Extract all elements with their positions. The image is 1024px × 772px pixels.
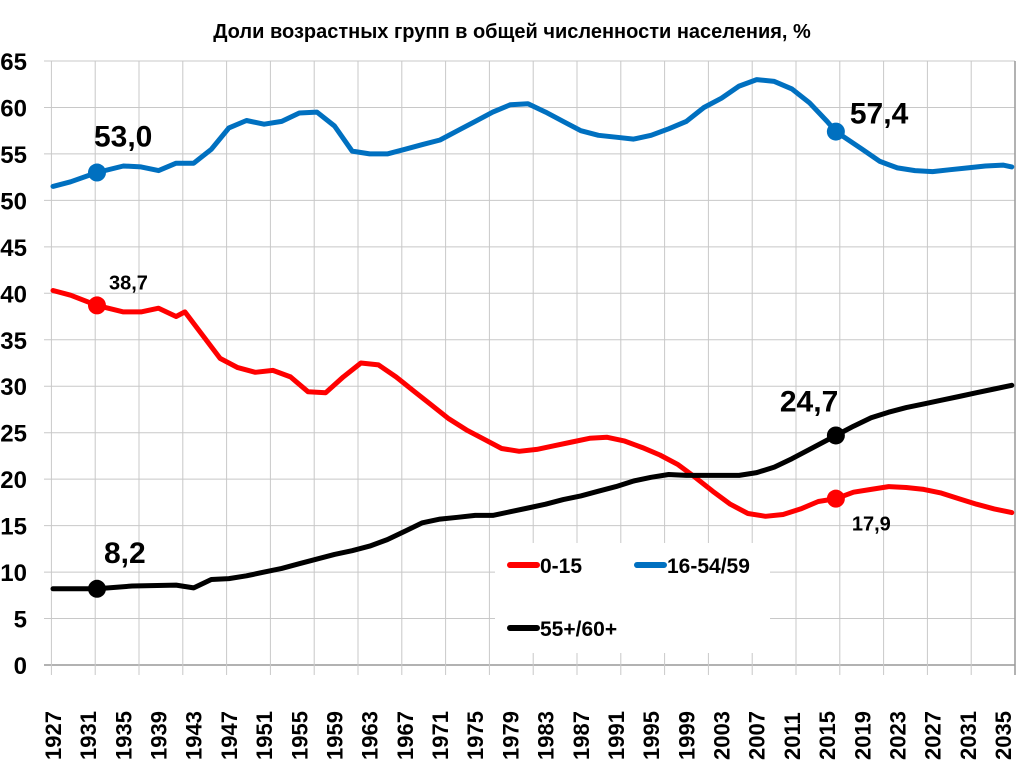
x-tick-label: 1967 bbox=[393, 711, 418, 760]
x-tick-label: 1939 bbox=[147, 711, 172, 760]
x-tick-label: 1991 bbox=[604, 711, 629, 760]
highlight-marker bbox=[827, 123, 845, 141]
y-tick-label: 40 bbox=[0, 281, 27, 308]
x-tick-label: 1995 bbox=[639, 711, 664, 760]
series-group: 38,7 17,9 53,0 57,4 8,2 24,7 bbox=[53, 79, 1012, 597]
series-line-0 bbox=[53, 291, 1012, 517]
x-tick-label: 2019 bbox=[850, 711, 875, 760]
y-tick-label: 20 bbox=[0, 467, 27, 494]
x-tick-label: 2031 bbox=[956, 711, 981, 760]
x-tick-label: 1959 bbox=[322, 711, 347, 760]
x-tick-label: 1935 bbox=[111, 711, 136, 760]
y-tick-label: 60 bbox=[0, 95, 27, 122]
y-tick-label: 55 bbox=[0, 142, 27, 169]
x-tick-label: 1943 bbox=[182, 711, 207, 760]
x-tick-label: 1987 bbox=[569, 711, 594, 760]
highlight-marker bbox=[88, 296, 106, 314]
data-label: 17,9 bbox=[852, 514, 891, 536]
y-tick-label: 15 bbox=[0, 514, 27, 541]
y-tick-label: 10 bbox=[0, 560, 27, 587]
y-tick-label: 50 bbox=[0, 188, 27, 215]
data-label: 53,0 bbox=[94, 121, 152, 154]
legend-label-1: 16-54/59 bbox=[667, 555, 750, 578]
chart-title: Доли возрастных групп в общей численност… bbox=[213, 21, 811, 43]
x-tick-label: 2015 bbox=[815, 711, 840, 760]
x-tick-label: 1951 bbox=[252, 711, 277, 760]
highlight-marker bbox=[827, 490, 845, 508]
y-tick-label: 35 bbox=[0, 328, 27, 355]
data-label: 57,4 bbox=[850, 98, 909, 131]
y-tick-label: 0 bbox=[14, 653, 27, 680]
y-tick-label: 45 bbox=[0, 235, 27, 262]
data-label: 24,7 bbox=[780, 385, 838, 418]
y-axis: 0 5 10 15 20 25 30 35 40 45 50 55 60 65 bbox=[0, 49, 27, 680]
x-tick-label: 2003 bbox=[710, 711, 735, 760]
x-tick-label: 2011 bbox=[780, 712, 805, 760]
x-tick-label: 2027 bbox=[921, 711, 946, 760]
highlight-marker bbox=[88, 580, 106, 598]
x-tick-label: 1955 bbox=[287, 711, 312, 760]
x-tick-label: 1979 bbox=[498, 711, 523, 760]
highlight-marker bbox=[88, 164, 106, 182]
x-tick-label: 1983 bbox=[534, 711, 559, 760]
x-tick-label: 1931 bbox=[76, 711, 101, 760]
y-tick-label: 65 bbox=[0, 49, 27, 76]
x-tick-label: 1947 bbox=[217, 711, 242, 760]
data-label: 8,2 bbox=[104, 537, 146, 570]
y-tick-label: 30 bbox=[0, 374, 27, 401]
x-tick-label: 2023 bbox=[885, 711, 910, 760]
x-tick-label: 1999 bbox=[674, 711, 699, 760]
highlight-marker bbox=[827, 426, 845, 444]
x-tick-label: 2007 bbox=[745, 711, 770, 760]
data-label: 38,7 bbox=[109, 272, 148, 294]
x-tick-label: 2035 bbox=[991, 711, 1016, 760]
y-tick-label: 5 bbox=[14, 607, 27, 634]
legend-label-0: 0-15 bbox=[540, 555, 582, 578]
x-tick-label: 1927 bbox=[41, 711, 66, 760]
series-line-1 bbox=[53, 80, 1012, 187]
x-tick-label: 1963 bbox=[358, 711, 383, 760]
y-tick-label: 25 bbox=[0, 421, 27, 448]
legend-label-2: 55+/60+ bbox=[540, 618, 617, 641]
x-tick-label: 1971 bbox=[428, 711, 453, 760]
x-tick-label: 1975 bbox=[463, 711, 488, 760]
x-axis: 1927 1931 1935 1939 1943 1947 1951 1955 1959 1963… bbox=[41, 711, 1016, 760]
